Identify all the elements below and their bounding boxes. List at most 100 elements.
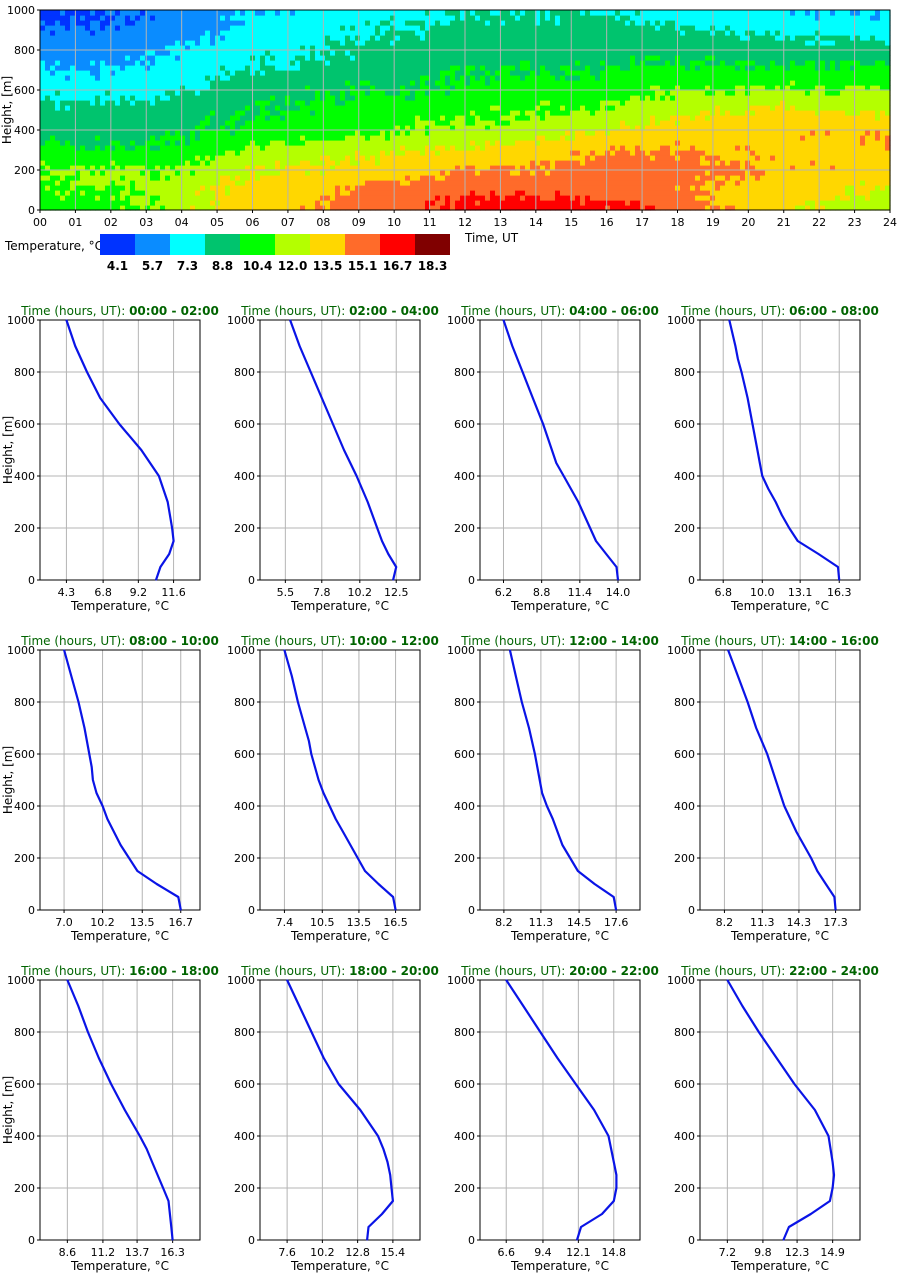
heatmap-cell: [560, 65, 566, 71]
heatmap-cell: [630, 200, 636, 206]
heatmap-cell: [570, 40, 576, 46]
heatmap-cell: [365, 170, 371, 176]
heatmap-cell: [655, 175, 661, 181]
heatmap-cell: [645, 80, 651, 86]
heatmap-cell: [430, 195, 436, 201]
heatmap-cell: [205, 95, 211, 101]
heatmap-cell: [255, 180, 261, 186]
heatmap-cell: [175, 160, 181, 166]
heatmap-cell: [625, 100, 631, 106]
heatmap-cell: [600, 155, 606, 161]
heatmap-cell: [265, 170, 271, 176]
heatmap-cell: [530, 200, 536, 206]
heatmap-cell: [320, 50, 326, 56]
heatmap-cell: [415, 125, 421, 131]
heatmap-cell: [270, 185, 276, 191]
heatmap-cell: [350, 50, 356, 56]
heatmap-cell: [640, 10, 646, 16]
heatmap-cell: [55, 180, 61, 186]
heatmap-cell: [240, 50, 246, 56]
heatmap-cell: [465, 110, 471, 116]
heatmap-cell: [520, 195, 526, 201]
heatmap-cell: [350, 125, 356, 131]
heatmap-cell: [615, 10, 621, 16]
heatmap-cell: [190, 145, 196, 151]
heatmap-cell: [515, 80, 521, 86]
heatmap-cell: [605, 165, 611, 171]
heatmap-cell: [615, 80, 621, 86]
heatmap-cell: [135, 145, 141, 151]
heatmap-cell: [305, 115, 311, 121]
heatmap-cell: [230, 130, 236, 136]
heatmap-cell: [175, 95, 181, 101]
heatmap-cell: [610, 140, 616, 146]
heatmap-cell: [40, 85, 46, 91]
heatmap-cell: [380, 35, 386, 41]
heatmap-cell: [60, 60, 66, 66]
heatmap-cell: [570, 50, 576, 56]
heatmap-cell: [640, 50, 646, 56]
heatmap-cell: [70, 190, 76, 196]
heatmap-cell: [230, 10, 236, 16]
heatmap-cell: [155, 125, 161, 131]
heatmap-cell: [485, 140, 491, 146]
heatmap-cell: [300, 165, 306, 171]
heatmap-cell: [345, 50, 351, 56]
heatmap-cell: [145, 205, 151, 211]
heatmap-cell: [55, 130, 61, 136]
heatmap-cell: [55, 40, 61, 46]
heatmap-cell: [45, 120, 51, 126]
heatmap-cell: [410, 35, 416, 41]
heatmap-cell: [240, 140, 246, 146]
heatmap-cell: [435, 90, 441, 96]
heatmap-cell: [155, 80, 161, 86]
heatmap-cell: [395, 25, 401, 31]
heatmap-cell: [575, 10, 581, 16]
heatmap-cell: [405, 60, 411, 66]
heatmap-cell: [270, 25, 276, 31]
heatmap-cell: [45, 165, 51, 171]
heatmap-cell: [50, 50, 56, 56]
heatmap-cell: [520, 140, 526, 146]
heatmap-cell: [395, 165, 401, 171]
heatmap-cell: [650, 90, 656, 96]
heatmap-cell: [610, 80, 616, 86]
heatmap-cell: [515, 95, 521, 101]
heatmap-cell: [450, 140, 456, 146]
heatmap-cell: [280, 55, 286, 61]
heatmap-cell: [300, 30, 306, 36]
heatmap-cell: [365, 10, 371, 16]
heatmap-cell: [120, 55, 126, 61]
heatmap-cell: [360, 180, 366, 186]
heatmap-cell: [440, 90, 446, 96]
heatmap-cell: [275, 50, 281, 56]
heatmap-cell: [365, 200, 371, 206]
heatmap-cell: [625, 25, 631, 31]
heatmap-cell: [280, 200, 286, 206]
heatmap-cell: [635, 120, 641, 126]
heatmap-cell: [360, 30, 366, 36]
heatmap-cell: [75, 195, 81, 201]
heatmap-cell: [550, 175, 556, 181]
heatmap-cell: [645, 130, 651, 136]
heatmap-cell: [595, 195, 601, 201]
heatmap-cell: [540, 185, 546, 191]
heatmap-cell: [360, 10, 366, 16]
heatmap-cell: [380, 50, 386, 56]
heatmap-cell: [450, 160, 456, 166]
heatmap-cell: [155, 85, 161, 91]
heatmap-cell: [80, 60, 86, 66]
heatmap-cell: [260, 90, 266, 96]
heatmap-cell: [430, 15, 436, 21]
heatmap-cell: [400, 45, 406, 51]
heatmap-cell: [430, 185, 436, 191]
heatmap-cell: [190, 170, 196, 176]
heatmap-cell: [525, 175, 531, 181]
heatmap-cell: [445, 155, 451, 161]
heatmap-cell: [465, 185, 471, 191]
heatmap-cell: [655, 20, 661, 26]
heatmap-cell: [525, 170, 531, 176]
heatmap-cell: [505, 170, 511, 176]
heatmap-cell: [85, 150, 91, 156]
heatmap-cell: [60, 185, 66, 191]
